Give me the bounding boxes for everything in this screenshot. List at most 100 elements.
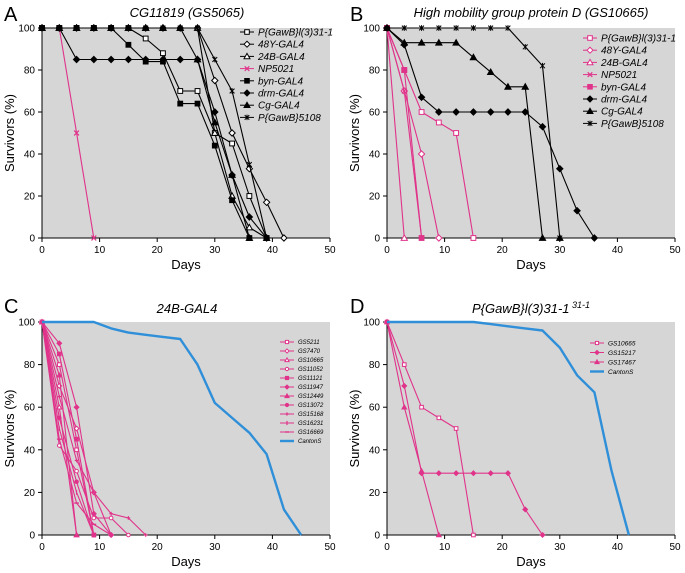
legend-marker [244, 65, 250, 72]
x-tick-label: 30 [554, 245, 566, 256]
series-cantons [42, 320, 303, 536]
series-cantons [387, 320, 631, 536]
x-tick-label: 50 [324, 542, 336, 553]
data-point [74, 479, 79, 485]
legend-marker [586, 95, 594, 103]
x-tick-label: 10 [439, 245, 451, 256]
legend: P{GawB}l(3)31-148Y-GAL424B-GAL4NP5021byn… [583, 34, 676, 130]
y-tick-label: 80 [369, 360, 381, 371]
legend-label: drm-GAL4 [258, 89, 305, 100]
y-tick-label: 80 [24, 360, 36, 371]
legend: GS5211 GS7470 GS10665 GS11052 GS11121 GS11947… [280, 339, 324, 445]
data-point [435, 531, 443, 538]
panel-letter: B [350, 4, 363, 26]
legend-label: P{GawB}l(3)31-1 [601, 34, 676, 45]
y-tick-label: 20 [369, 192, 381, 203]
data-point [573, 206, 581, 215]
data-point [91, 25, 97, 31]
legend-marker [284, 375, 290, 381]
panel-d: D P{GawB}l(3)31-1 31-1 0 10 20 30 40 50 0 20 40 60 8… [347, 296, 681, 569]
x-tick-label: 10 [439, 542, 451, 553]
data-point [470, 25, 477, 31]
legend-label: GS11052 [298, 367, 324, 373]
x-tick-label: 0 [384, 542, 390, 553]
legend-label: 24B-GAL4 [600, 58, 648, 69]
data-point [210, 118, 219, 126]
data-point [452, 108, 460, 116]
data-point [125, 41, 132, 48]
data-point [555, 164, 564, 173]
data-point [539, 531, 546, 539]
data-point [522, 506, 529, 513]
series-gs15168 [40, 320, 148, 537]
x-tick-label: 50 [669, 245, 681, 256]
data-point [194, 88, 201, 94]
data-point [177, 25, 183, 31]
data-point [56, 403, 63, 410]
panel-letter: C [4, 296, 18, 318]
data-point [417, 93, 426, 102]
legend-marker [586, 46, 594, 54]
y-axis-label: Survivors (%) [2, 94, 17, 172]
legend-marker [586, 107, 594, 114]
legend-marker [587, 35, 593, 41]
legend-label: P{GawB}5108 [601, 119, 664, 130]
legend-label: Cg-GAL4 [258, 101, 300, 112]
legend-marker [594, 340, 600, 346]
y-tick-label: 0 [29, 531, 35, 542]
y-tick-label: 20 [369, 488, 381, 499]
y-tick-label: 40 [369, 150, 381, 161]
y-tick-label: 100 [363, 24, 380, 35]
data-point [435, 234, 443, 242]
data-point [246, 161, 253, 168]
panel-letter: D [350, 296, 364, 318]
data-point [245, 223, 254, 231]
series-drm-gal4 [383, 24, 599, 242]
data-point [210, 108, 219, 116]
series-line [41, 321, 95, 536]
data-point [142, 25, 149, 31]
data-point [400, 233, 409, 241]
y-tick-label: 60 [369, 108, 381, 119]
y-tick-label: 0 [374, 531, 380, 542]
x-axis-label: Days [516, 257, 546, 272]
y-tick-label: 60 [24, 403, 36, 414]
data-point [452, 38, 461, 46]
data-point [126, 516, 131, 520]
data-point [229, 197, 235, 204]
data-point [417, 150, 426, 158]
data-point [56, 351, 62, 357]
series-p-gawb-5108 [384, 25, 563, 241]
legend-marker [243, 40, 251, 48]
data-point [487, 470, 494, 477]
data-point [401, 382, 408, 389]
data-point [176, 55, 185, 64]
data-point [125, 25, 132, 31]
legend-marker [587, 84, 593, 90]
data-point [417, 38, 426, 46]
legend-marker [284, 366, 290, 372]
chart-title: P{GawB}l(3)31-1 31-1 [472, 300, 590, 316]
legend-label: GS17467 [608, 359, 636, 366]
data-point [505, 25, 511, 31]
data-point [193, 55, 202, 63]
x-tick-label: 30 [554, 542, 566, 553]
x-tick-label: 0 [39, 245, 45, 256]
data-point [470, 470, 477, 477]
data-point [590, 234, 599, 242]
series-line [386, 321, 474, 536]
data-point [435, 119, 442, 126]
x-tick-label: 20 [152, 245, 164, 256]
data-point [245, 233, 254, 241]
panel-letter: A [4, 4, 18, 26]
series-line [42, 320, 303, 536]
data-point [74, 436, 79, 442]
data-point [245, 164, 254, 173]
data-point [92, 490, 96, 495]
panel-c: C 24B-GAL4 0 10 20 30 40 50 0 20 40 60 80 100 Days Surv… [2, 296, 336, 569]
legend-label: GS7470 [298, 349, 321, 355]
data-point [228, 129, 236, 137]
legend-label: GS11121 [298, 376, 322, 382]
legend-label: byn-GAL4 [601, 82, 646, 93]
